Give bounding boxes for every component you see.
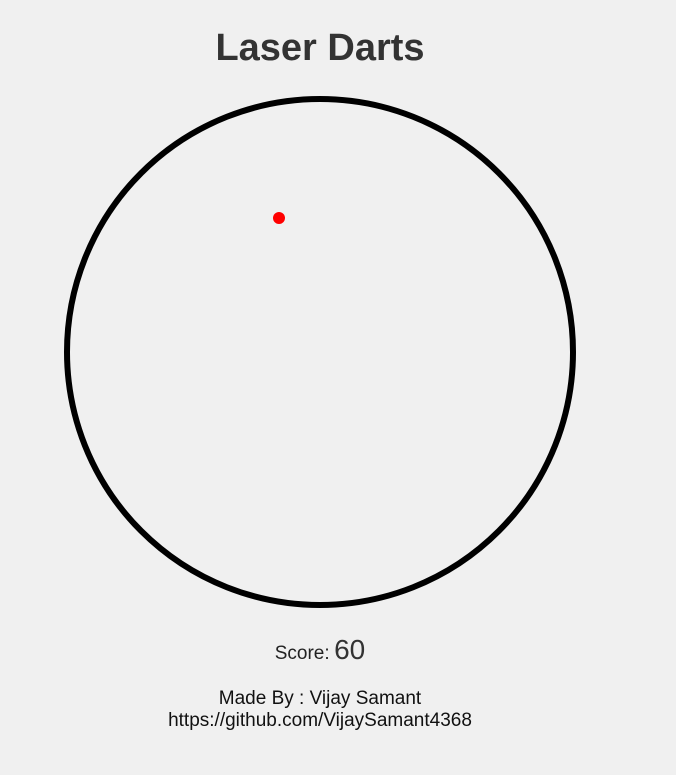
dartboard[interactable] [64,96,576,608]
dartboard-canvas[interactable] [64,96,576,608]
author-credit: Made By : Vijay Samant [218,688,422,709]
dartboard-ring [64,96,576,608]
score-value: 60 [334,634,366,665]
laser-dot [273,212,285,224]
score-display: Score: 60 [0,634,640,666]
score-label: Score: [274,643,330,664]
github-link[interactable]: https://github.com/VijaySamant4368 [168,710,472,731]
game-title: Laser Darts [215,27,425,69]
credits: Made By : Vijay Samant https://github.co… [0,688,640,732]
